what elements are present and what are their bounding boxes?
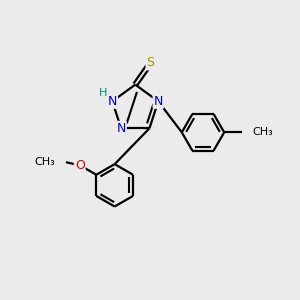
- Text: N: N: [154, 95, 163, 108]
- Text: H: H: [99, 88, 107, 98]
- Text: O: O: [75, 159, 85, 172]
- Text: CH₃: CH₃: [34, 157, 55, 167]
- Text: CH₃: CH₃: [252, 127, 273, 137]
- Text: N: N: [108, 95, 117, 108]
- Text: N: N: [116, 122, 126, 135]
- Text: S: S: [146, 56, 154, 69]
